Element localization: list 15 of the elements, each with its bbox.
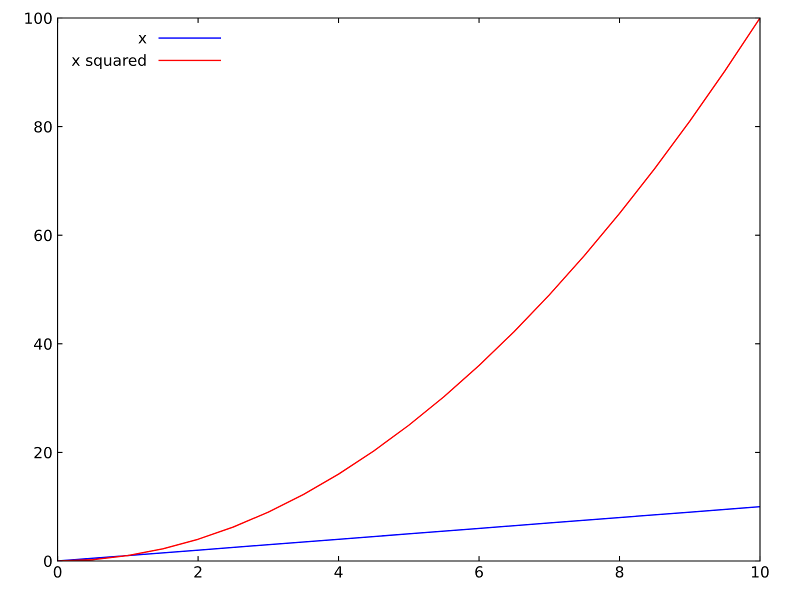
y-tick-label: 0 bbox=[44, 555, 52, 568]
x-tick-label: 4 bbox=[334, 566, 343, 578]
y-tick-label: 100 bbox=[25, 12, 52, 24]
x-tick-label: 2 bbox=[194, 566, 202, 578]
y-tick-label: 60 bbox=[34, 230, 52, 242]
x-tick-label: 10 bbox=[752, 566, 769, 578]
y-tick-label: 20 bbox=[34, 446, 52, 458]
y-tick-label: 80 bbox=[34, 121, 52, 133]
x-tick-label: 8 bbox=[616, 566, 624, 578]
x-tick-label: 0 bbox=[54, 566, 62, 578]
x-tick-label: 6 bbox=[475, 566, 483, 578]
line-series bbox=[58, 18, 760, 561]
legend-label: x squared bbox=[72, 54, 146, 69]
y-tick-label: 40 bbox=[34, 338, 52, 350]
legend-label: x bbox=[138, 35, 146, 44]
